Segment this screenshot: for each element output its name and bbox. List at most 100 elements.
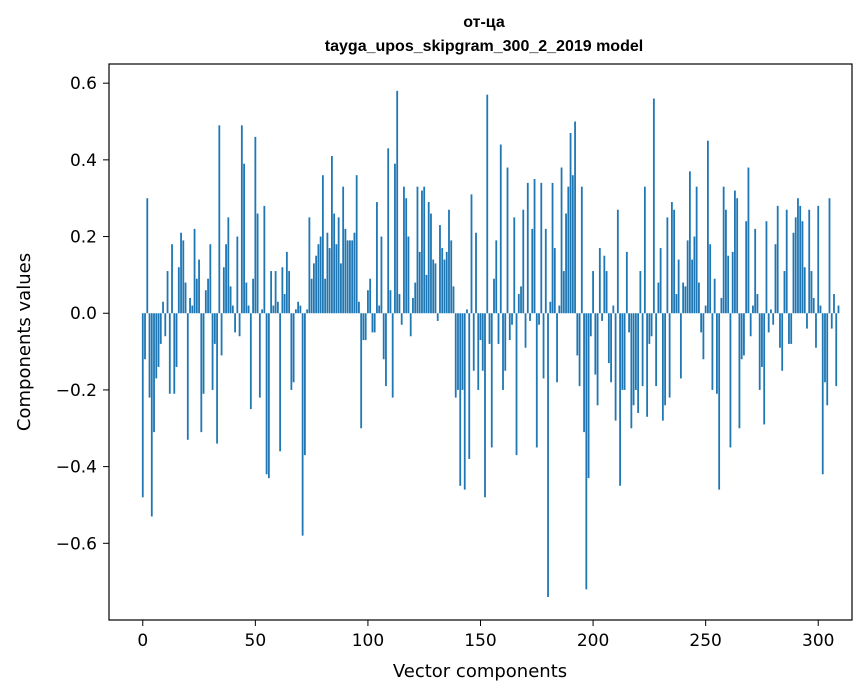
bar [376, 202, 378, 314]
bar [700, 313, 703, 333]
x-tick-label: 50 [245, 631, 267, 651]
bar [155, 313, 158, 379]
bar [238, 313, 241, 337]
bar [677, 259, 680, 314]
bar [486, 94, 489, 314]
bar [695, 186, 698, 314]
bar [146, 198, 149, 314]
bar [569, 133, 572, 314]
bar [794, 217, 797, 314]
bar [646, 313, 649, 417]
bar [378, 305, 381, 314]
bar [240, 125, 243, 314]
bar [693, 236, 696, 314]
bar [245, 282, 248, 314]
bar [380, 236, 383, 314]
bar [628, 313, 630, 333]
bar [306, 309, 309, 314]
bar [765, 221, 768, 314]
bar [603, 255, 606, 314]
bar [186, 313, 189, 440]
bar [299, 305, 302, 314]
bar [373, 313, 376, 333]
bar [808, 209, 811, 314]
bar [511, 313, 513, 325]
bar [294, 309, 297, 314]
chart-title: от-ца [463, 14, 505, 31]
bar [643, 186, 646, 314]
bar [540, 182, 543, 314]
bar [209, 244, 212, 314]
bar [222, 267, 225, 314]
bar [324, 278, 327, 314]
bar [301, 313, 304, 536]
bar [191, 305, 194, 314]
bar [562, 271, 565, 314]
bar [349, 240, 351, 314]
bar [788, 313, 790, 344]
bar [668, 313, 671, 398]
bar [585, 313, 588, 590]
y-tick-label: 0.6 [70, 74, 97, 94]
bar [565, 213, 567, 314]
bar [274, 271, 277, 314]
bar [333, 213, 336, 314]
bar [517, 294, 520, 314]
bar [162, 301, 164, 314]
bar [594, 313, 597, 375]
bar [610, 313, 612, 383]
bar [416, 186, 419, 314]
bar [267, 313, 270, 479]
bar [463, 313, 466, 490]
bar [421, 190, 423, 314]
bar [394, 163, 396, 314]
bar [713, 278, 716, 314]
bar [231, 305, 234, 314]
bar [337, 217, 340, 314]
bar [497, 313, 500, 344]
bar [781, 313, 784, 371]
bar [792, 232, 795, 314]
bar [272, 305, 275, 314]
bar [533, 179, 536, 314]
bar [166, 271, 169, 314]
bar [576, 313, 579, 356]
bar [688, 171, 691, 314]
bar [346, 240, 349, 314]
bar [459, 313, 462, 486]
y-tick-label: 0.0 [70, 304, 97, 324]
bar [731, 251, 734, 314]
bar [675, 294, 678, 314]
bar [556, 313, 558, 383]
bar [171, 244, 173, 314]
bar [736, 198, 739, 314]
bar [312, 263, 315, 314]
bar [409, 313, 412, 337]
bar [801, 221, 804, 314]
bar [387, 148, 390, 314]
bar [650, 313, 653, 337]
bar [495, 240, 498, 314]
bar [727, 255, 730, 314]
bar [175, 313, 178, 367]
bar [207, 278, 209, 314]
bar [407, 236, 410, 314]
bar [526, 182, 529, 314]
bar [779, 313, 781, 348]
bar [580, 186, 583, 314]
bar [412, 297, 414, 314]
bar [193, 228, 196, 314]
bar [763, 313, 766, 425]
y-tick-label: 0.2 [70, 228, 97, 248]
bar [574, 121, 576, 314]
bar [587, 313, 590, 479]
bar [400, 313, 403, 325]
bar [828, 198, 831, 314]
bar [430, 213, 432, 314]
bar [535, 313, 538, 448]
bar [596, 313, 599, 406]
bar [351, 240, 354, 314]
bar [427, 202, 430, 314]
bar [263, 205, 266, 314]
bar [709, 244, 712, 314]
